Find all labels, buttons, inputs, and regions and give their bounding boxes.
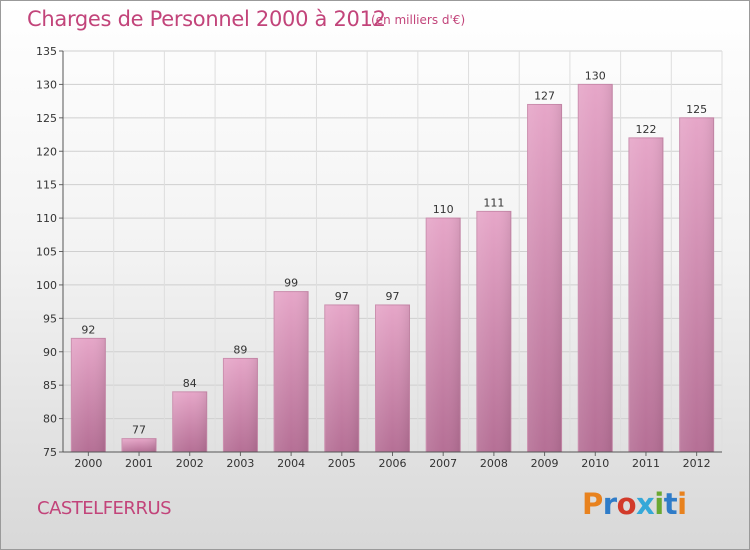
data-label: 122 <box>635 123 656 136</box>
x-tick-label: 2003 <box>226 457 254 470</box>
data-label: 125 <box>686 103 707 116</box>
bar-gloss <box>324 304 359 452</box>
x-tick-label: 2004 <box>277 457 305 470</box>
y-tick-label: 85 <box>43 379 57 392</box>
bar-gloss <box>527 104 562 452</box>
data-label: 89 <box>233 343 247 356</box>
data-label: 110 <box>433 203 454 216</box>
y-tick-label: 100 <box>36 279 57 292</box>
data-label: 130 <box>585 69 606 82</box>
bar-gloss <box>679 117 714 452</box>
bar-gloss <box>578 84 613 453</box>
bar-gloss <box>71 338 106 452</box>
y-tick-label: 75 <box>43 446 57 459</box>
x-tick-label: 2007 <box>429 457 457 470</box>
y-tick-label: 110 <box>36 212 57 225</box>
data-label: 92 <box>81 323 95 336</box>
data-label: 97 <box>386 290 400 303</box>
y-tick-label: 115 <box>36 179 57 192</box>
x-tick-label: 2012 <box>683 457 711 470</box>
bar-gloss <box>628 137 663 452</box>
data-label: 97 <box>335 290 349 303</box>
bar-gloss <box>375 304 410 452</box>
x-tick-label: 2009 <box>531 457 559 470</box>
chart-unit: (en milliers d'€) <box>371 13 466 27</box>
bar-gloss <box>223 358 258 452</box>
logo-letter: i <box>654 487 664 521</box>
y-tick-label: 80 <box>43 413 57 426</box>
x-tick-label: 2010 <box>581 457 609 470</box>
data-label: 77 <box>132 424 146 437</box>
y-tick-label: 125 <box>36 112 57 125</box>
logo-letter: t <box>663 487 678 521</box>
x-tick-label: 2001 <box>125 457 153 470</box>
y-tick-label: 120 <box>36 145 57 158</box>
axis-layer: 75 80 85 90 95 100 105 110 115 120 125 130 135 2000 20… <box>36 45 722 470</box>
bar-gloss <box>122 438 157 452</box>
y-tick-label: 105 <box>36 246 57 259</box>
x-tick-label: 2000 <box>74 457 102 470</box>
logo-letter: x <box>636 487 655 521</box>
bar-gloss <box>172 391 207 452</box>
logo-letter: P <box>582 487 603 521</box>
logo-letter: r <box>602 487 617 521</box>
data-label: 111 <box>483 196 504 209</box>
bar-gloss <box>426 218 461 452</box>
x-tick-label: 2006 <box>379 457 407 470</box>
proxiti-logo: Proxiti <box>582 487 687 521</box>
logo-letter: o <box>616 487 637 521</box>
bar-gloss <box>476 211 511 452</box>
data-label: 99 <box>284 277 298 290</box>
commune-name: CASTELFERRUS <box>37 498 172 519</box>
data-label: 84 <box>183 377 197 390</box>
y-tick-label: 90 <box>43 346 57 359</box>
bar-layer: 92 77 84 89 99 97 97 110 111 127 130 122 125 <box>70 69 715 453</box>
bar-gloss <box>274 291 309 452</box>
data-label: 127 <box>534 89 555 102</box>
y-tick-label: 95 <box>43 312 57 325</box>
y-tick-label: 135 <box>36 45 57 58</box>
x-tick-label: 2005 <box>328 457 356 470</box>
chart-title: Charges de Personnel 2000 à 2012 <box>27 7 386 31</box>
y-tick-label: 130 <box>36 78 57 91</box>
x-tick-label: 2011 <box>632 457 660 470</box>
logo-letter: i <box>677 487 687 521</box>
x-tick-label: 2002 <box>176 457 204 470</box>
x-tick-label: 2008 <box>480 457 508 470</box>
